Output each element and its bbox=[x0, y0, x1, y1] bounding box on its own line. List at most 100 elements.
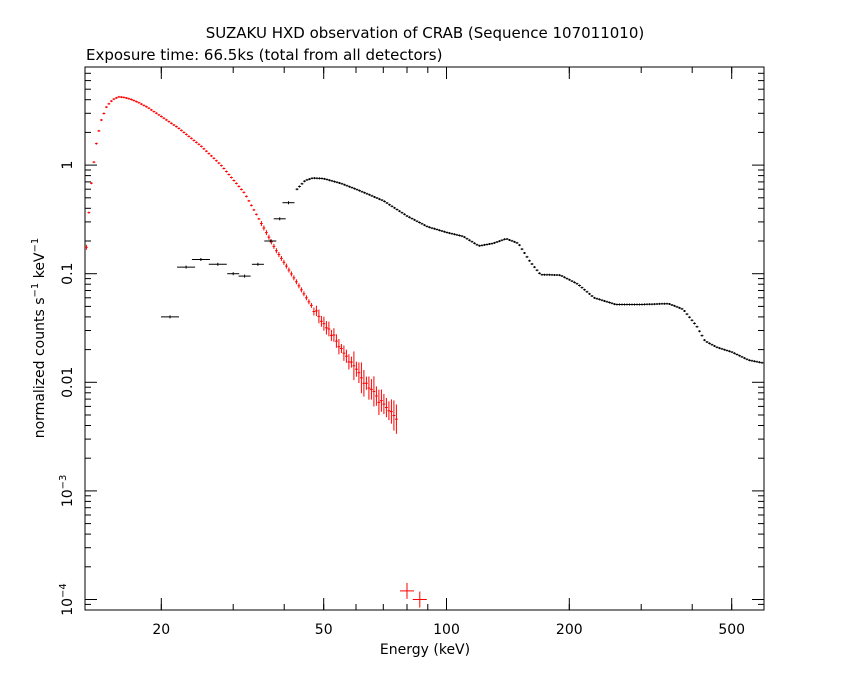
data-point bbox=[628, 303, 631, 306]
data-point bbox=[680, 307, 684, 310]
data-point bbox=[245, 195, 248, 198]
data-point bbox=[130, 98, 133, 101]
data-point bbox=[590, 295, 594, 297]
y-axis-label-prefix: normalized counts s bbox=[32, 297, 48, 438]
data-point bbox=[330, 179, 334, 182]
data-point bbox=[538, 272, 541, 275]
data-point bbox=[125, 97, 128, 99]
data-point bbox=[385, 397, 388, 418]
data-point bbox=[393, 206, 396, 209]
data-point bbox=[347, 354, 351, 370]
data-point bbox=[382, 394, 386, 415]
data-point bbox=[323, 177, 326, 180]
data-point bbox=[753, 360, 756, 363]
data-point bbox=[710, 343, 714, 346]
data-point bbox=[260, 221, 263, 226]
data-point bbox=[87, 211, 91, 214]
data-point bbox=[475, 243, 479, 246]
data-point bbox=[380, 389, 383, 412]
y-tick-label: 10−4 bbox=[58, 583, 76, 616]
data-point bbox=[448, 232, 451, 235]
data-point bbox=[362, 370, 366, 397]
data-point bbox=[105, 106, 108, 109]
data-point bbox=[755, 360, 759, 363]
x-tick-label: 20 bbox=[152, 622, 170, 638]
y-tick-label: 1 bbox=[60, 161, 76, 170]
data-point bbox=[160, 115, 163, 118]
data-point bbox=[265, 230, 268, 236]
data-point bbox=[410, 217, 414, 220]
data-point bbox=[308, 178, 311, 181]
data-point bbox=[412, 591, 427, 608]
data-point bbox=[378, 198, 381, 201]
data-point bbox=[498, 240, 501, 243]
data-point bbox=[330, 329, 333, 341]
data-point bbox=[282, 259, 286, 265]
y-axis-label: normalized counts s−1 keV−1 bbox=[30, 238, 48, 439]
data-point bbox=[147, 107, 151, 110]
data-point bbox=[161, 315, 179, 319]
data-point bbox=[100, 119, 103, 121]
data-point bbox=[418, 221, 421, 224]
data-point bbox=[230, 176, 233, 179]
data-point bbox=[257, 217, 261, 220]
data-point bbox=[95, 142, 98, 145]
data-point bbox=[387, 401, 391, 421]
data-point bbox=[355, 361, 358, 377]
data-point bbox=[530, 263, 534, 265]
data-point bbox=[578, 284, 581, 287]
data-point bbox=[478, 244, 481, 247]
data-point bbox=[635, 303, 639, 306]
data-point bbox=[282, 201, 295, 205]
data-point bbox=[748, 359, 751, 362]
data-point bbox=[280, 255, 283, 261]
y-tick-label: 0.1 bbox=[60, 263, 76, 285]
data-point bbox=[750, 359, 754, 362]
data-point bbox=[460, 235, 464, 238]
data-point bbox=[191, 258, 210, 261]
data-point bbox=[238, 274, 251, 278]
data-point bbox=[273, 217, 286, 221]
data-point bbox=[495, 241, 499, 243]
data-point bbox=[177, 265, 196, 269]
data-point bbox=[400, 211, 404, 214]
data-point bbox=[360, 190, 364, 193]
data-point bbox=[665, 302, 669, 305]
data-point bbox=[227, 173, 231, 176]
data-point bbox=[170, 122, 173, 125]
data-point bbox=[463, 236, 466, 239]
data-point bbox=[333, 180, 336, 183]
data-point bbox=[315, 305, 318, 316]
data-point bbox=[252, 208, 256, 211]
y-axis-label-mid: keV bbox=[32, 252, 48, 283]
data-point bbox=[162, 117, 166, 120]
y-tick-label: 10−3 bbox=[58, 475, 76, 508]
data-point bbox=[618, 303, 621, 306]
data-point bbox=[413, 218, 416, 221]
data-point bbox=[615, 303, 619, 306]
data-point bbox=[745, 358, 749, 361]
data-point bbox=[560, 275, 564, 277]
data-point bbox=[107, 102, 111, 105]
data-point bbox=[743, 357, 746, 360]
data-point bbox=[613, 303, 616, 306]
data-point bbox=[292, 275, 296, 281]
data-point bbox=[137, 101, 141, 104]
data-point bbox=[120, 96, 123, 99]
data-point bbox=[370, 194, 374, 197]
data-point bbox=[355, 188, 359, 191]
data-point bbox=[510, 239, 514, 242]
data-point bbox=[583, 288, 586, 291]
data-point bbox=[295, 279, 298, 285]
data-point bbox=[220, 164, 223, 167]
data-point bbox=[300, 287, 303, 293]
data-point bbox=[518, 244, 521, 247]
data-point bbox=[553, 274, 556, 276]
data-point bbox=[227, 272, 240, 276]
data-point bbox=[438, 229, 441, 232]
data-point bbox=[405, 215, 409, 217]
data-point bbox=[340, 344, 343, 353]
data-point bbox=[275, 248, 278, 254]
data-point bbox=[197, 143, 201, 146]
data-point bbox=[97, 129, 101, 132]
